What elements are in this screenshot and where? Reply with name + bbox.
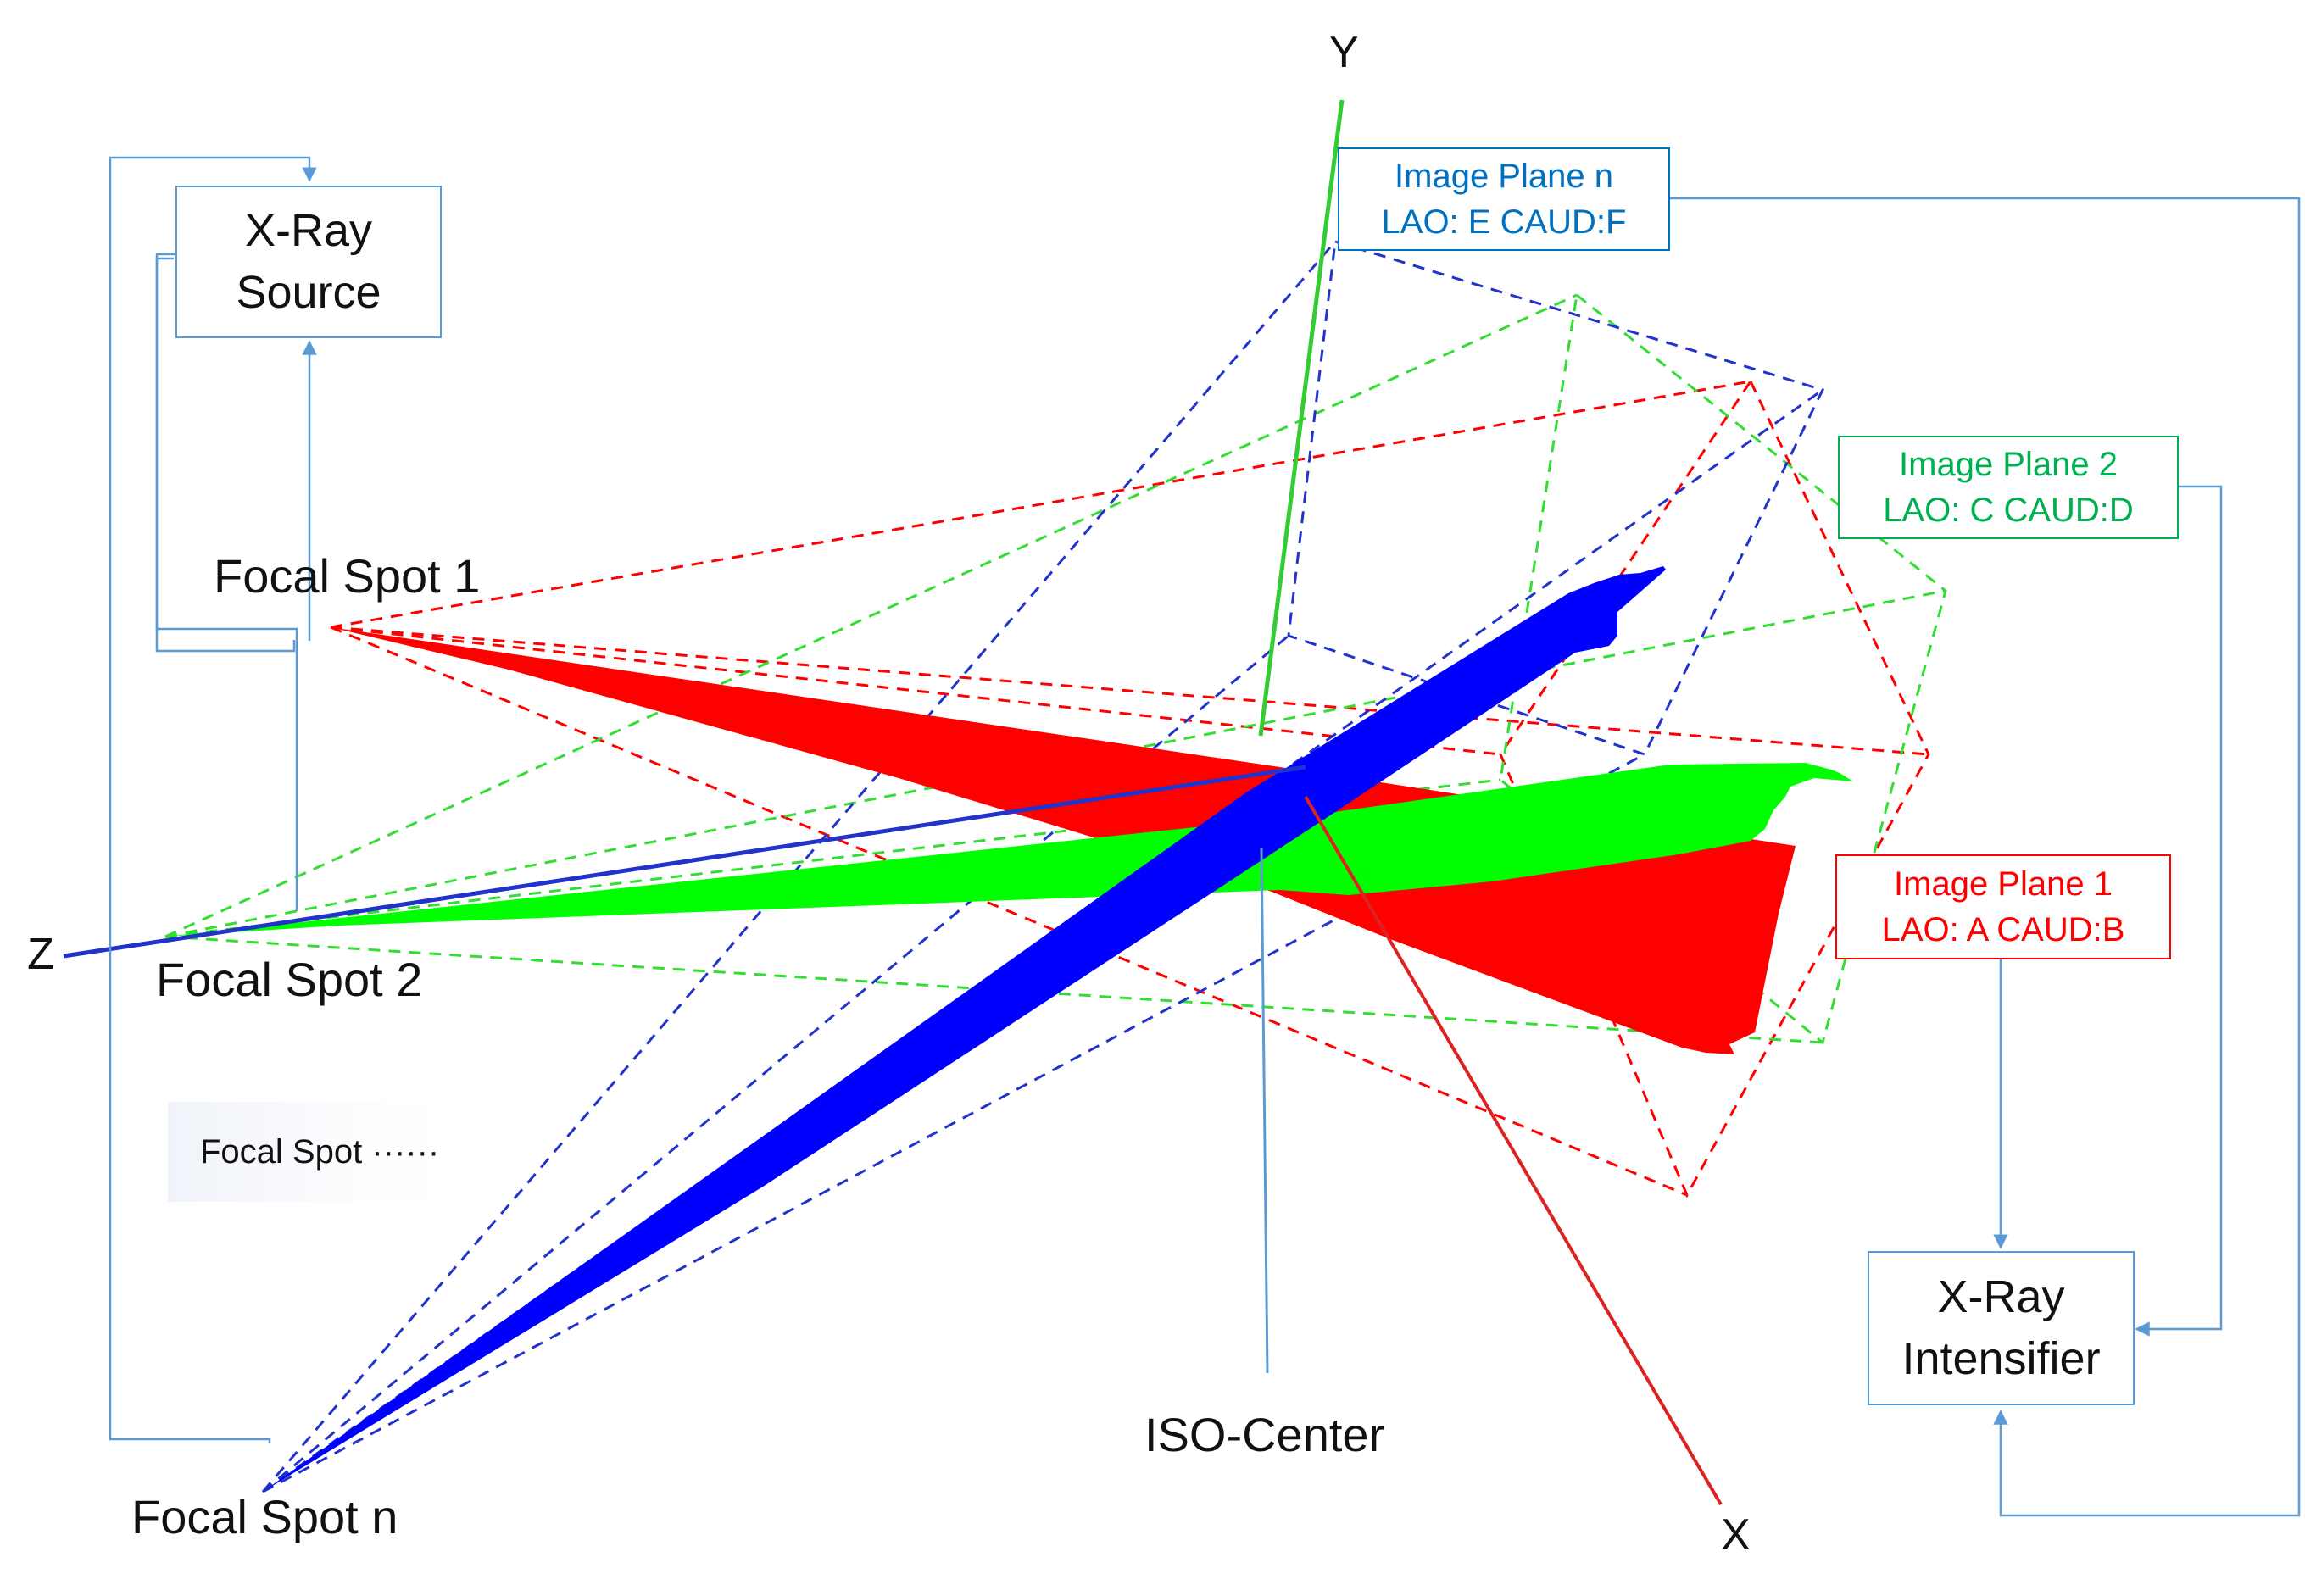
image-plane-2-angles: LAO: C CAUD:D — [1883, 492, 2134, 529]
focal-spot-more-text: Focal Spot ······ — [200, 1132, 440, 1171]
z-axis-label: Z — [27, 930, 54, 979]
focal-spot-more-label: Focal Spot ······ — [168, 1102, 441, 1202]
red-projection-volume — [331, 627, 1796, 1054]
image-plane-1-title: Image Plane 1 — [1894, 865, 2113, 903]
focal-spot-1-label: Focal Spot 1 — [214, 549, 481, 603]
xray-intensifier-line2: Intensifier — [1901, 1333, 2101, 1384]
xray-intensifier-box: X-Ray Intensifier — [1868, 1251, 2135, 1405]
image-plane-n-angles: LAO: E CAUD:F — [1381, 203, 1627, 241]
focal-spot-n-label: Focal Spot n — [131, 1490, 398, 1543]
iso-center-label: ISO-Center — [1144, 1408, 1385, 1461]
red-projection-frustum — [330, 378, 1930, 1198]
image-plane-n-title: Image Plane n — [1395, 158, 1613, 195]
image-plane-2-title: Image Plane 2 — [1899, 446, 2118, 483]
image-plane-1-angles: LAO: A CAUD:B — [1881, 911, 2125, 948]
x-axis-label: X — [1721, 1510, 1751, 1560]
focal-spot-2-label: Focal Spot 2 — [156, 953, 423, 1006]
z-axis — [63, 765, 1306, 959]
xray-intensifier-line1: X-Ray — [1937, 1271, 2065, 1323]
xray-source-box: X-Ray Source — [175, 186, 442, 338]
image-plane-1-box: Image Plane 1 LAO: A CAUD:B — [1835, 854, 2171, 959]
green-projection-volume — [165, 763, 1853, 937]
y-axis-label: Y — [1329, 28, 1359, 77]
x-axis — [1304, 795, 1723, 1506]
y-axis — [1258, 99, 1345, 737]
iso-center-leader — [1260, 847, 1269, 1374]
connector-lines — [109, 156, 2301, 1517]
image-plane-2-box: Image Plane 2 LAO: C CAUD:D — [1838, 436, 2179, 539]
image-plane-n-box: Image Plane n LAO: E CAUD:F — [1338, 147, 1670, 251]
xray-source-line1: X-Ray — [244, 205, 373, 257]
xray-source-line2: Source — [236, 267, 381, 318]
blue-projection-volume — [263, 566, 1666, 1492]
